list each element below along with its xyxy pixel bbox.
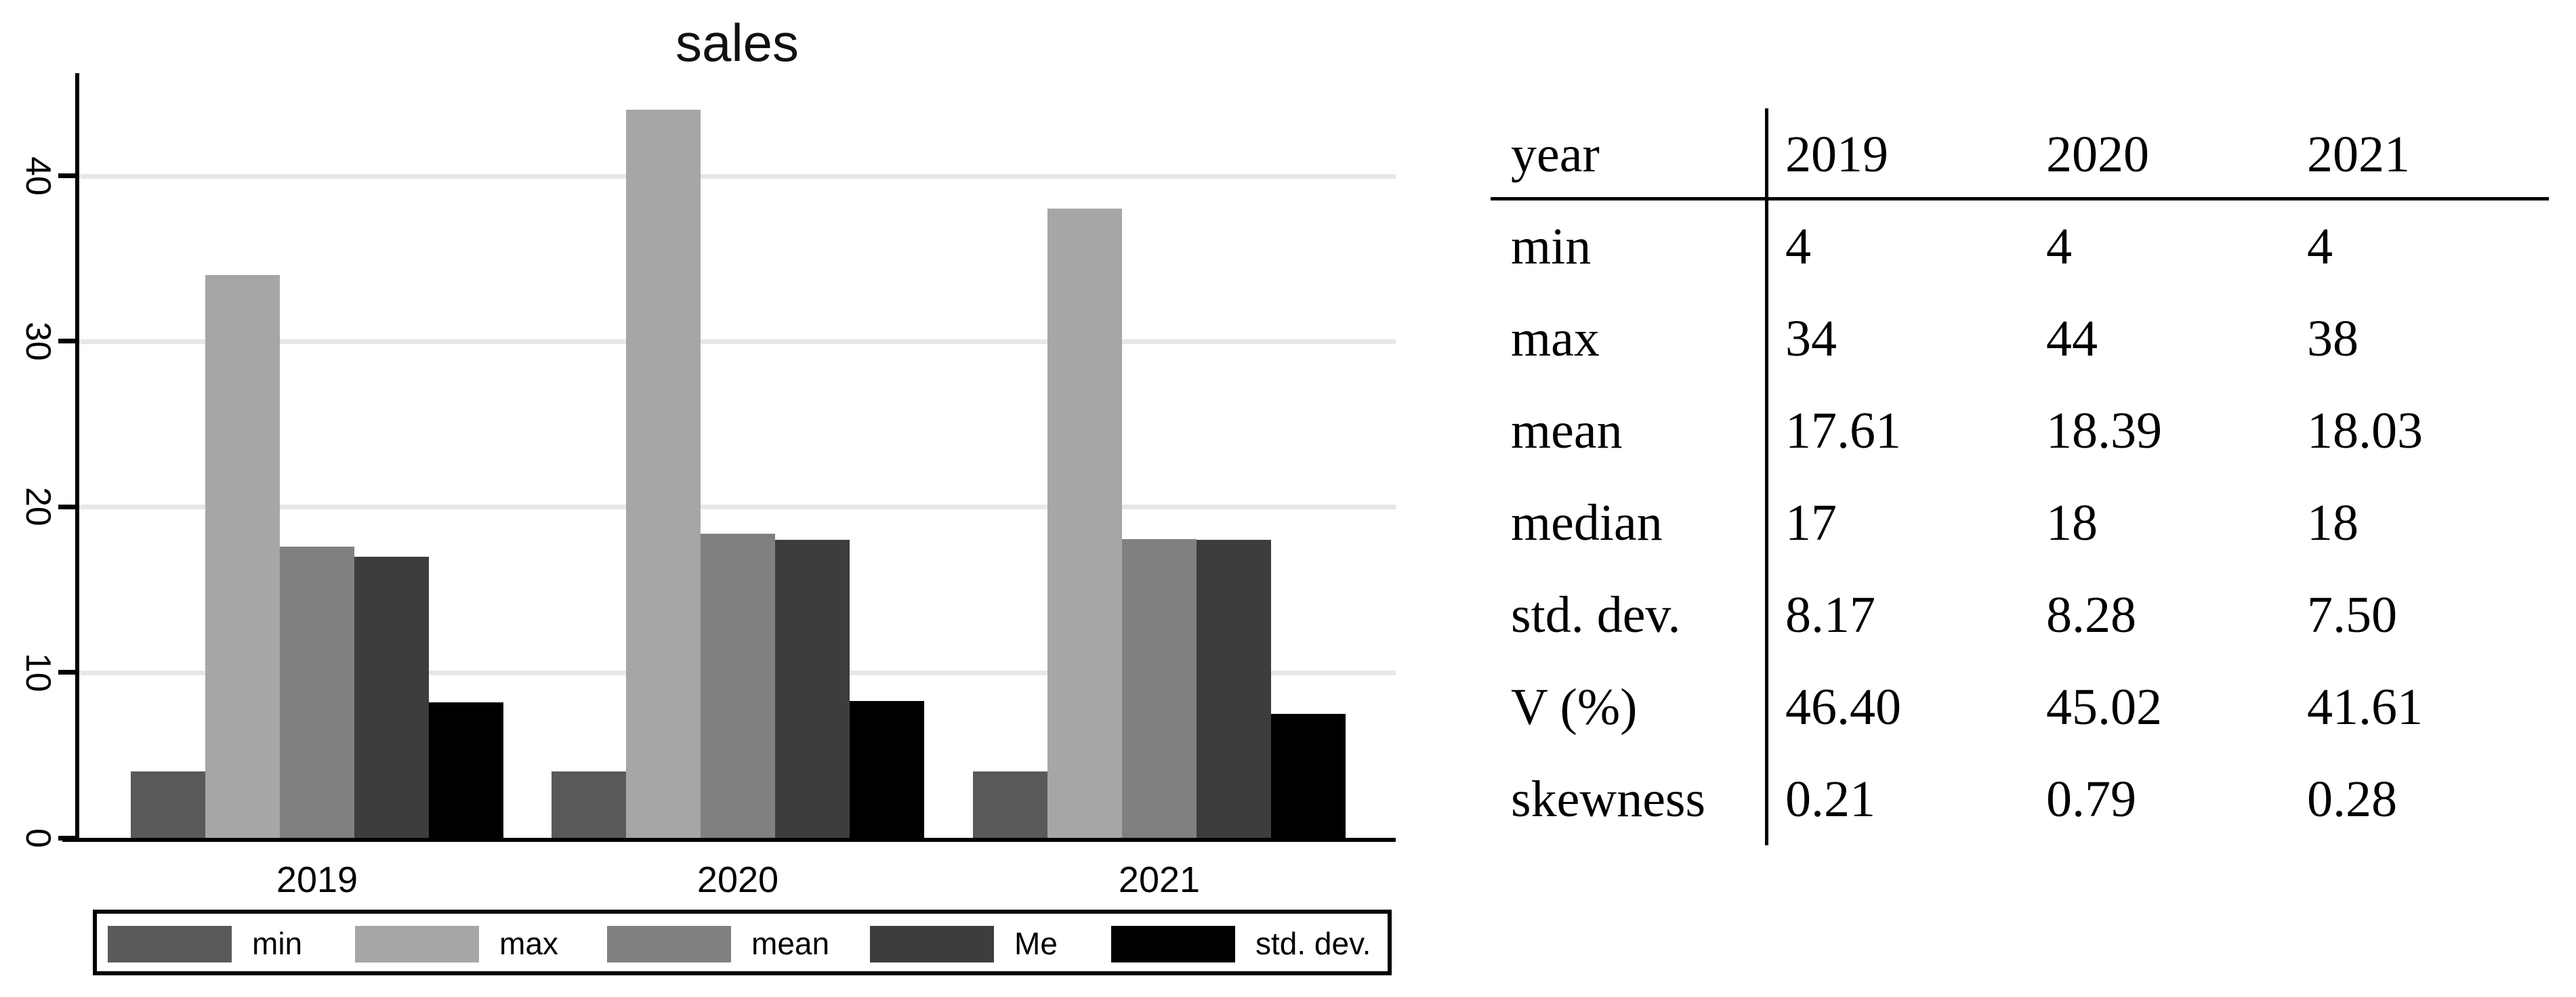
bar-Me-2021 (1197, 540, 1271, 838)
table-row-label: V (%) (1491, 661, 1768, 753)
y-tick-label: 10 (18, 652, 58, 692)
legend-swatch-stddev (1111, 926, 1235, 962)
y-gridline (79, 173, 1396, 179)
x-category-label: 2019 (276, 860, 358, 900)
legend-label: min (252, 926, 303, 961)
bar-mean-2021 (1122, 539, 1197, 838)
table-header-cell: 2019 (1768, 108, 2029, 200)
table-header-cell: year (1491, 108, 1768, 200)
legend-swatch-max (355, 926, 479, 962)
x-axis-line (62, 838, 1396, 842)
legend-swatch-mean (607, 926, 731, 962)
y-tick-label: 0 (18, 828, 58, 848)
table-value-cell: 34 (1785, 310, 1837, 367)
legend-label: Me (1014, 926, 1058, 961)
y-gridline (79, 339, 1396, 344)
bar-Me-2019 (354, 556, 429, 838)
legend-swatch-min (108, 926, 232, 962)
bar-max-2020 (626, 109, 701, 838)
table-value-cell: 41.61 (2307, 679, 2423, 736)
table-row-label: median (1491, 477, 1768, 569)
bar-stddev-2020 (850, 700, 924, 838)
table-row-label: min (1491, 200, 1768, 293)
legend-label: mean (751, 926, 830, 961)
legend-label: max (499, 926, 558, 961)
bar-max-2021 (1047, 209, 1122, 838)
y-tick-label: 20 (18, 487, 58, 527)
table-value-cell: 8.17 (1785, 587, 1875, 643)
bar-min-2021 (973, 771, 1047, 838)
table-header-cell: 2021 (2290, 108, 2549, 200)
table-value-cell: 0.21 (1785, 771, 1875, 828)
table-value-cell: 8.28 (2046, 587, 2136, 643)
table-row-label: max (1491, 293, 1768, 385)
bar-Me-2020 (775, 540, 850, 838)
legend-label: std. dev. (1255, 926, 1371, 961)
y-tick (58, 670, 75, 675)
y-tick (58, 339, 75, 344)
y-tick-label: 40 (18, 156, 58, 196)
table-value-cell: 4 (2046, 218, 2072, 275)
table-value-cell: 18 (2046, 494, 2098, 551)
table-value-cell: 4 (2307, 218, 2333, 275)
bar-max-2019 (205, 275, 280, 838)
y-tick (58, 504, 75, 509)
y-tick (58, 835, 75, 841)
table-value-cell: 18 (2307, 494, 2359, 551)
table-value-cell: 18.03 (2307, 402, 2423, 459)
table-value-cell: 4 (1785, 218, 1811, 275)
y-axis-line (75, 73, 79, 842)
table-row-label: std. dev. (1491, 569, 1768, 661)
table-value-cell: 7.50 (2307, 587, 2397, 643)
table-value-cell: 44 (2046, 310, 2098, 367)
bar-min-2020 (552, 771, 626, 838)
table-value-cell: 0.79 (2046, 771, 2136, 828)
table-value-cell: 17.61 (1785, 402, 1901, 459)
table-row-label: mean (1491, 385, 1768, 477)
bar-stddev-2019 (429, 702, 503, 838)
table-value-cell: 45.02 (2046, 679, 2162, 736)
x-category-label: 2020 (697, 860, 779, 900)
bar-min-2019 (131, 771, 205, 838)
bar-mean-2019 (280, 546, 354, 838)
table-header-cell: 2020 (2029, 108, 2290, 200)
x-category-label: 2021 (1118, 860, 1201, 900)
table-value-cell: 38 (2307, 310, 2359, 367)
y-tick-label: 30 (18, 321, 58, 361)
y-gridline (79, 505, 1396, 510)
chart-title: sales (675, 13, 799, 72)
table-value-cell: 46.40 (1785, 679, 1901, 736)
table-row-label: skewness (1491, 753, 1768, 845)
table-value-cell: 0.28 (2307, 771, 2397, 828)
y-tick (58, 173, 75, 178)
table-value-cell: 18.39 (2046, 402, 2162, 459)
table-value-cell: 17 (1785, 494, 1837, 551)
legend-swatch-Me (870, 926, 994, 962)
bar-mean-2020 (701, 533, 775, 838)
bar-stddev-2021 (1271, 713, 1346, 838)
statistics-table: year 2019 2020 2021 min 4 4 4 max 34 44 38 mean 17.61… (1491, 108, 2549, 845)
